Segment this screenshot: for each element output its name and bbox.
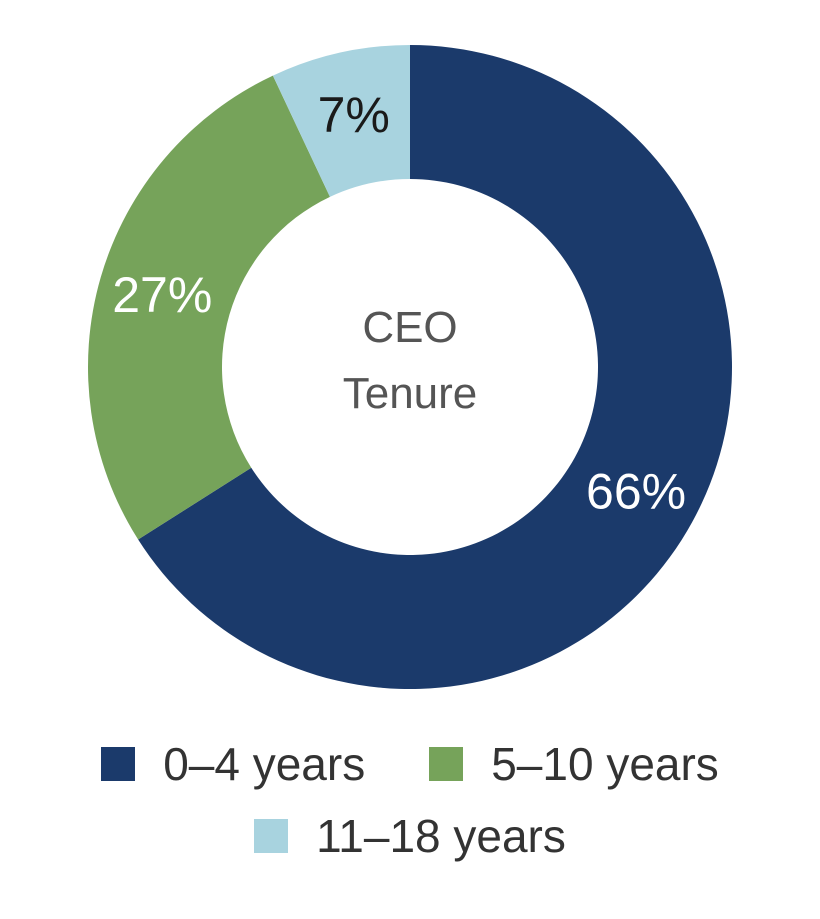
slice-5-10-years [87,75,330,540]
legend-item-5-10-years: 5–10 years [429,737,719,791]
legend-label-5-10-years: 5–10 years [491,738,719,790]
legend-swatch-11-18-years [254,819,289,853]
legend-row-1: 0–4 years 5–10 years [0,728,820,800]
center-label-line-2: Tenure [343,369,478,418]
donut-chart: 66% 27% 7% CEO Tenure [87,45,732,689]
slice-label-0-4-years: 66% [586,463,686,519]
legend-row-2: 11–18 years [0,800,820,872]
legend-swatch-5-10-years [429,747,464,781]
legend-item-0-4-years: 0–4 years [101,737,365,791]
slice-11-18-years [272,45,410,197]
center-label-line-1: CEO [362,303,457,352]
slice-0-4-years [138,45,732,689]
slice-label-5-10-years: 27% [112,267,212,323]
legend-label-11-18-years: 11–18 years [316,810,566,862]
legend-label-0-4-years: 0–4 years [163,738,366,790]
slice-label-11-18-years: 7% [318,87,390,143]
chart-legend: 0–4 years 5–10 years 11–18 years [0,728,820,872]
donut-chart-svg: 66% 27% 7% CEO Tenure [87,45,732,689]
legend-item-11-18-years: 11–18 years [254,809,566,863]
legend-swatch-0-4-years [101,747,136,781]
